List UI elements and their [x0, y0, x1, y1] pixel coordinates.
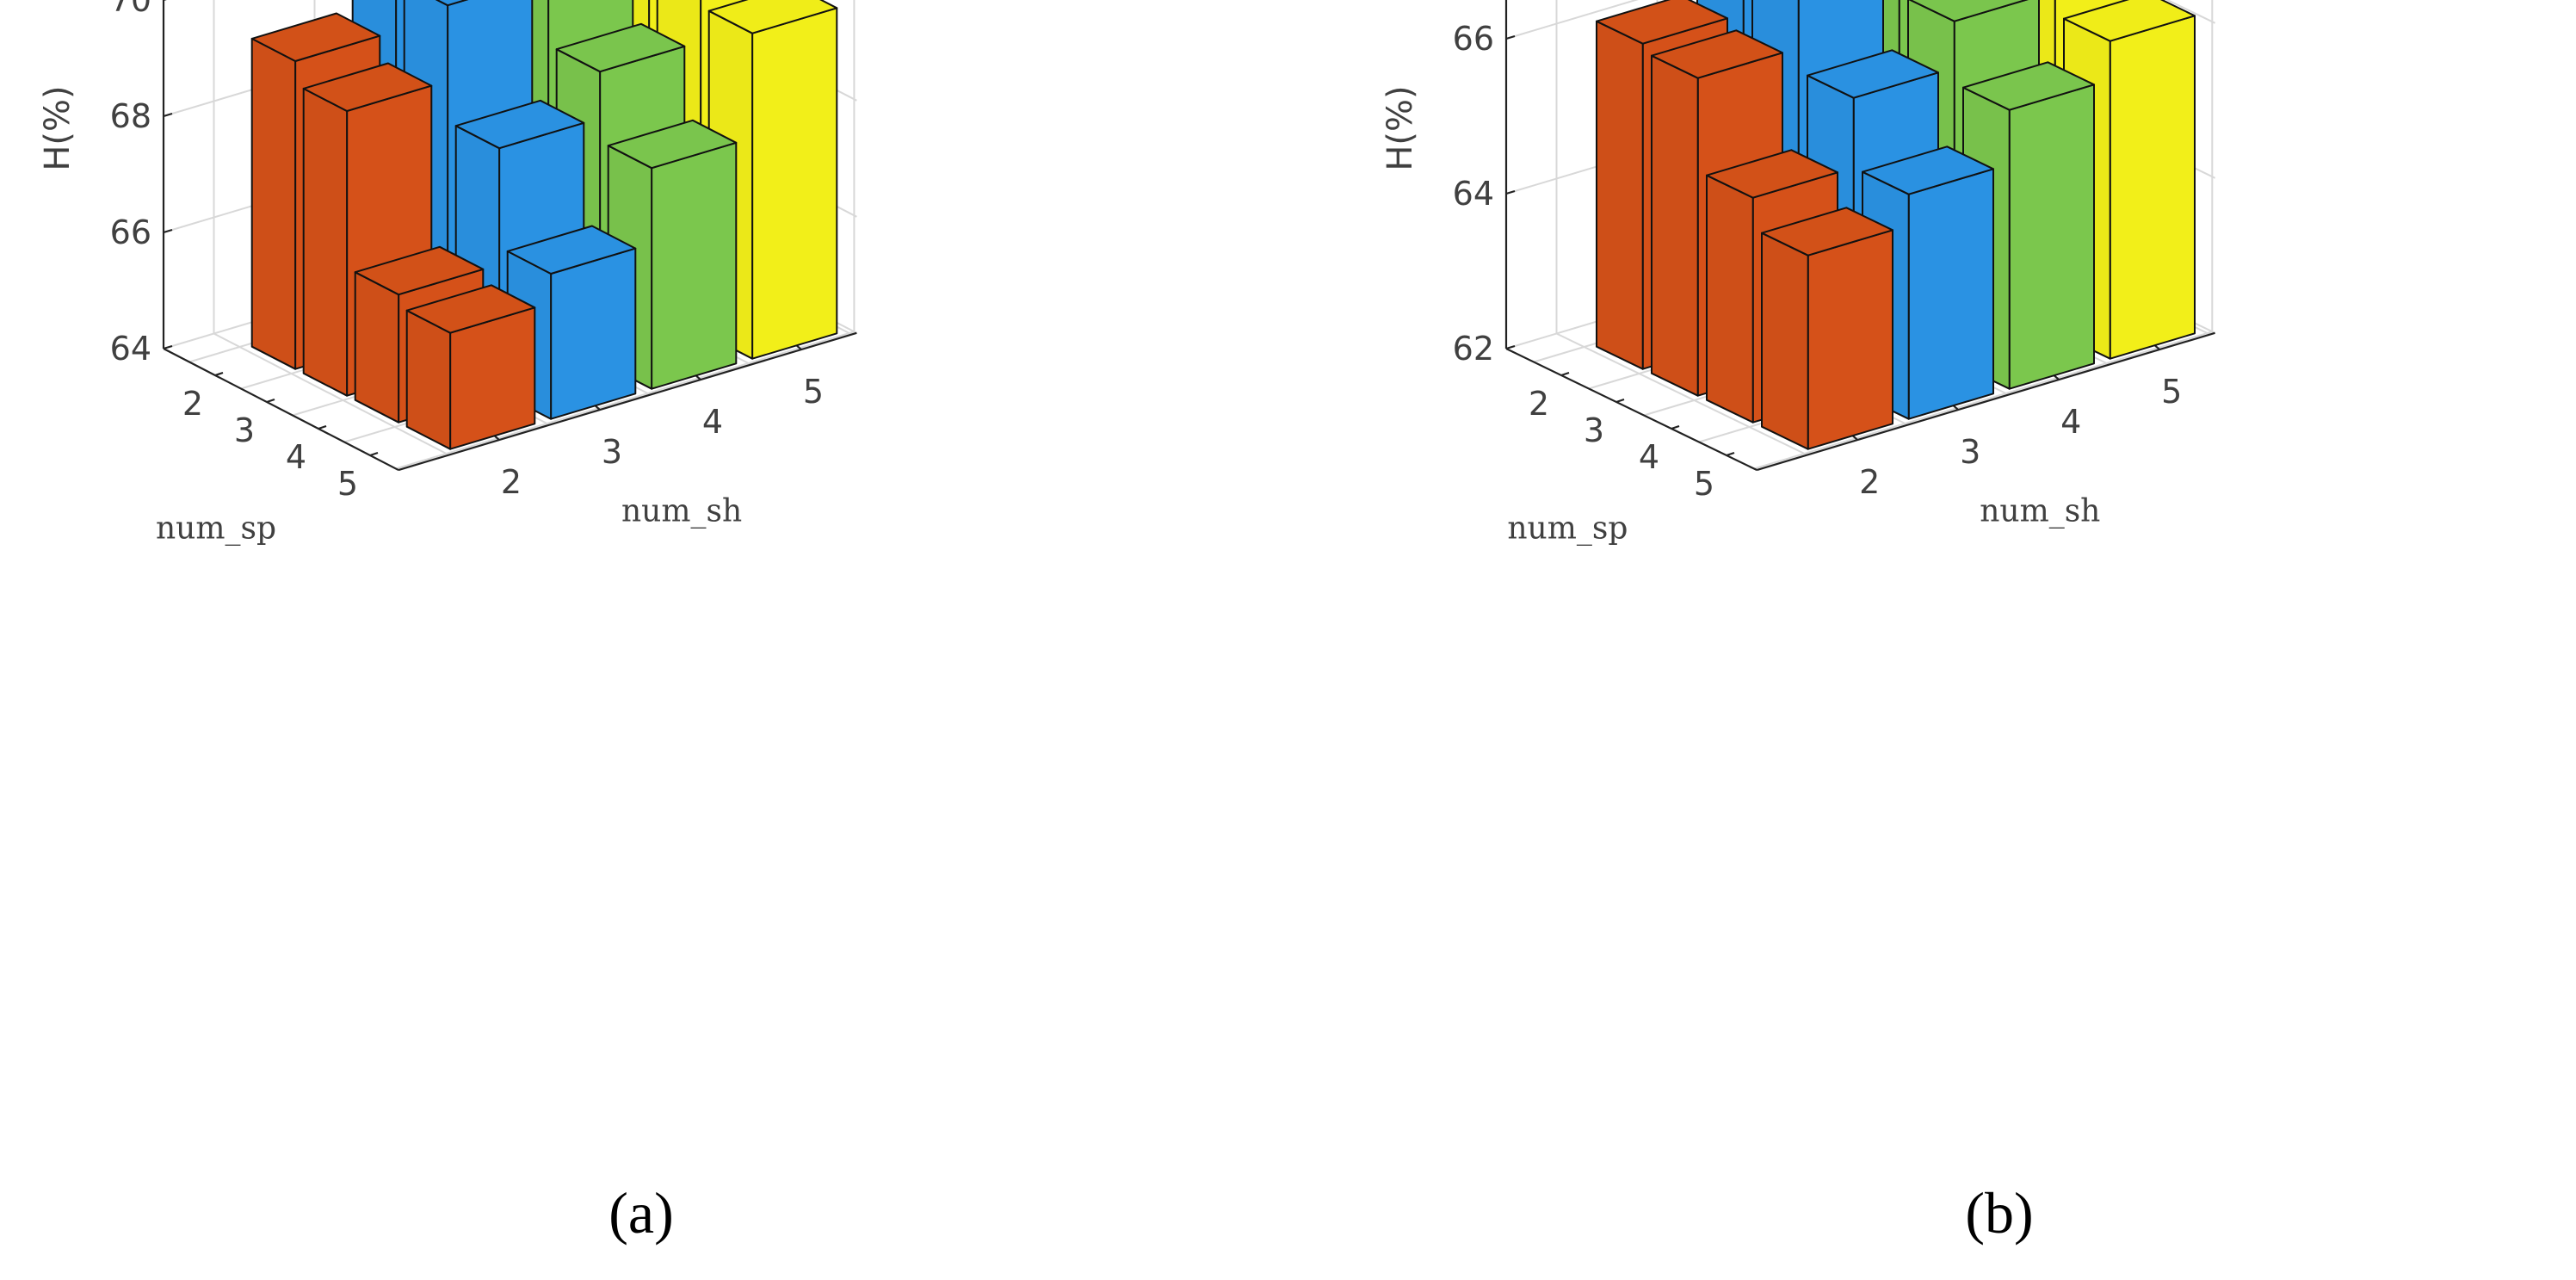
bar-top-face: [1962, 61, 2095, 111]
z-tick-label: 66: [1453, 20, 1494, 58]
bars: [250, 0, 838, 450]
axes: 646668707223452345: [110, 0, 857, 503]
z-axis-label: H(%): [38, 85, 77, 170]
bar-side-face: [250, 37, 297, 370]
bar-top-face: [1651, 29, 1783, 79]
x-axis: [163, 348, 399, 472]
bar-top-face: [354, 245, 485, 296]
x-tick-label: 3: [234, 411, 255, 449]
bar-top-face: [302, 62, 433, 112]
z-tick-label: 70: [110, 0, 151, 19]
x-tick-label: 2: [182, 385, 203, 423]
bar-top-face: [555, 22, 686, 73]
x-axis: [1505, 348, 1757, 472]
y-axis-label: num_sh: [621, 494, 742, 529]
x-tick-label: 4: [1639, 438, 1659, 476]
y-tick-label: 5: [2161, 373, 2182, 411]
bar-front-face: [2008, 83, 2095, 390]
bar-top-face: [1761, 207, 1893, 257]
bar-top-face: [1908, 0, 2029, 22]
bar: [1761, 207, 1893, 450]
x-tick-label: 5: [337, 465, 358, 503]
bar-top-face: [707, 0, 838, 34]
bar-front-face: [1807, 229, 1893, 450]
y-tick-label: 4: [2060, 403, 2081, 441]
z-tick-label: 62: [1453, 330, 1494, 368]
bar-front-face: [751, 7, 838, 360]
z-tick-label: 64: [110, 330, 151, 368]
y-tick-label: 4: [702, 403, 723, 441]
x-axis-label: num_sp: [156, 511, 276, 547]
bar-side-face: [354, 271, 400, 424]
bar-top-face: [435, 0, 469, 7]
z-tick-label: 68: [110, 97, 151, 135]
bar-front-face: [1907, 168, 1994, 420]
bar-top-face: [1706, 149, 1838, 199]
bar-top-face: [405, 284, 536, 334]
z-tick-label: 66: [110, 213, 151, 251]
bars: [1596, 0, 2196, 450]
bar-top-face: [250, 12, 381, 62]
bar-top-face: [1862, 145, 1994, 195]
bar-top-face: [1596, 0, 1728, 45]
y-tick-label: 3: [1960, 433, 1980, 471]
y-tick-label: 2: [501, 463, 522, 501]
y-tick-label: 3: [602, 433, 622, 471]
bar: [405, 284, 536, 450]
y-axis: [1756, 331, 2215, 472]
bar-side-face: [405, 309, 452, 450]
bar-top-face: [607, 119, 738, 170]
bar-side-face: [1596, 20, 1644, 370]
x-tick-label: 2: [1529, 385, 1549, 423]
bar-side-face: [1706, 174, 1754, 424]
y-axis-label: num_sh: [1980, 494, 2100, 529]
bar-side-face: [1761, 232, 1809, 450]
bar-front-face: [550, 247, 637, 420]
panel-caption: (a): [608, 1180, 673, 1246]
x-tick-label: 4: [286, 438, 306, 476]
bar-top-face: [506, 225, 637, 275]
x-tick-label: 5: [1694, 465, 1714, 503]
y-axis: [398, 331, 857, 472]
z-axis-label: H(%): [1381, 85, 1420, 170]
x-tick-label: 3: [1584, 411, 1604, 449]
bar-front-face: [2109, 15, 2196, 360]
bar-side-face: [302, 87, 349, 397]
bar-side-face: [1651, 54, 1699, 397]
x-axis-label: num_sp: [1507, 511, 1628, 547]
bar-top-face: [2063, 0, 2196, 42]
y-tick-label: 2: [1859, 463, 1880, 501]
bar-top-face: [454, 99, 585, 150]
panel-caption: (b): [1965, 1180, 2033, 1246]
z-tick-label: 64: [1453, 175, 1494, 213]
axes: 6264666823452345: [1453, 0, 2215, 503]
y-tick-label: 5: [803, 373, 824, 411]
bar-top-face: [1807, 49, 1939, 99]
bar-front-face: [651, 141, 738, 390]
